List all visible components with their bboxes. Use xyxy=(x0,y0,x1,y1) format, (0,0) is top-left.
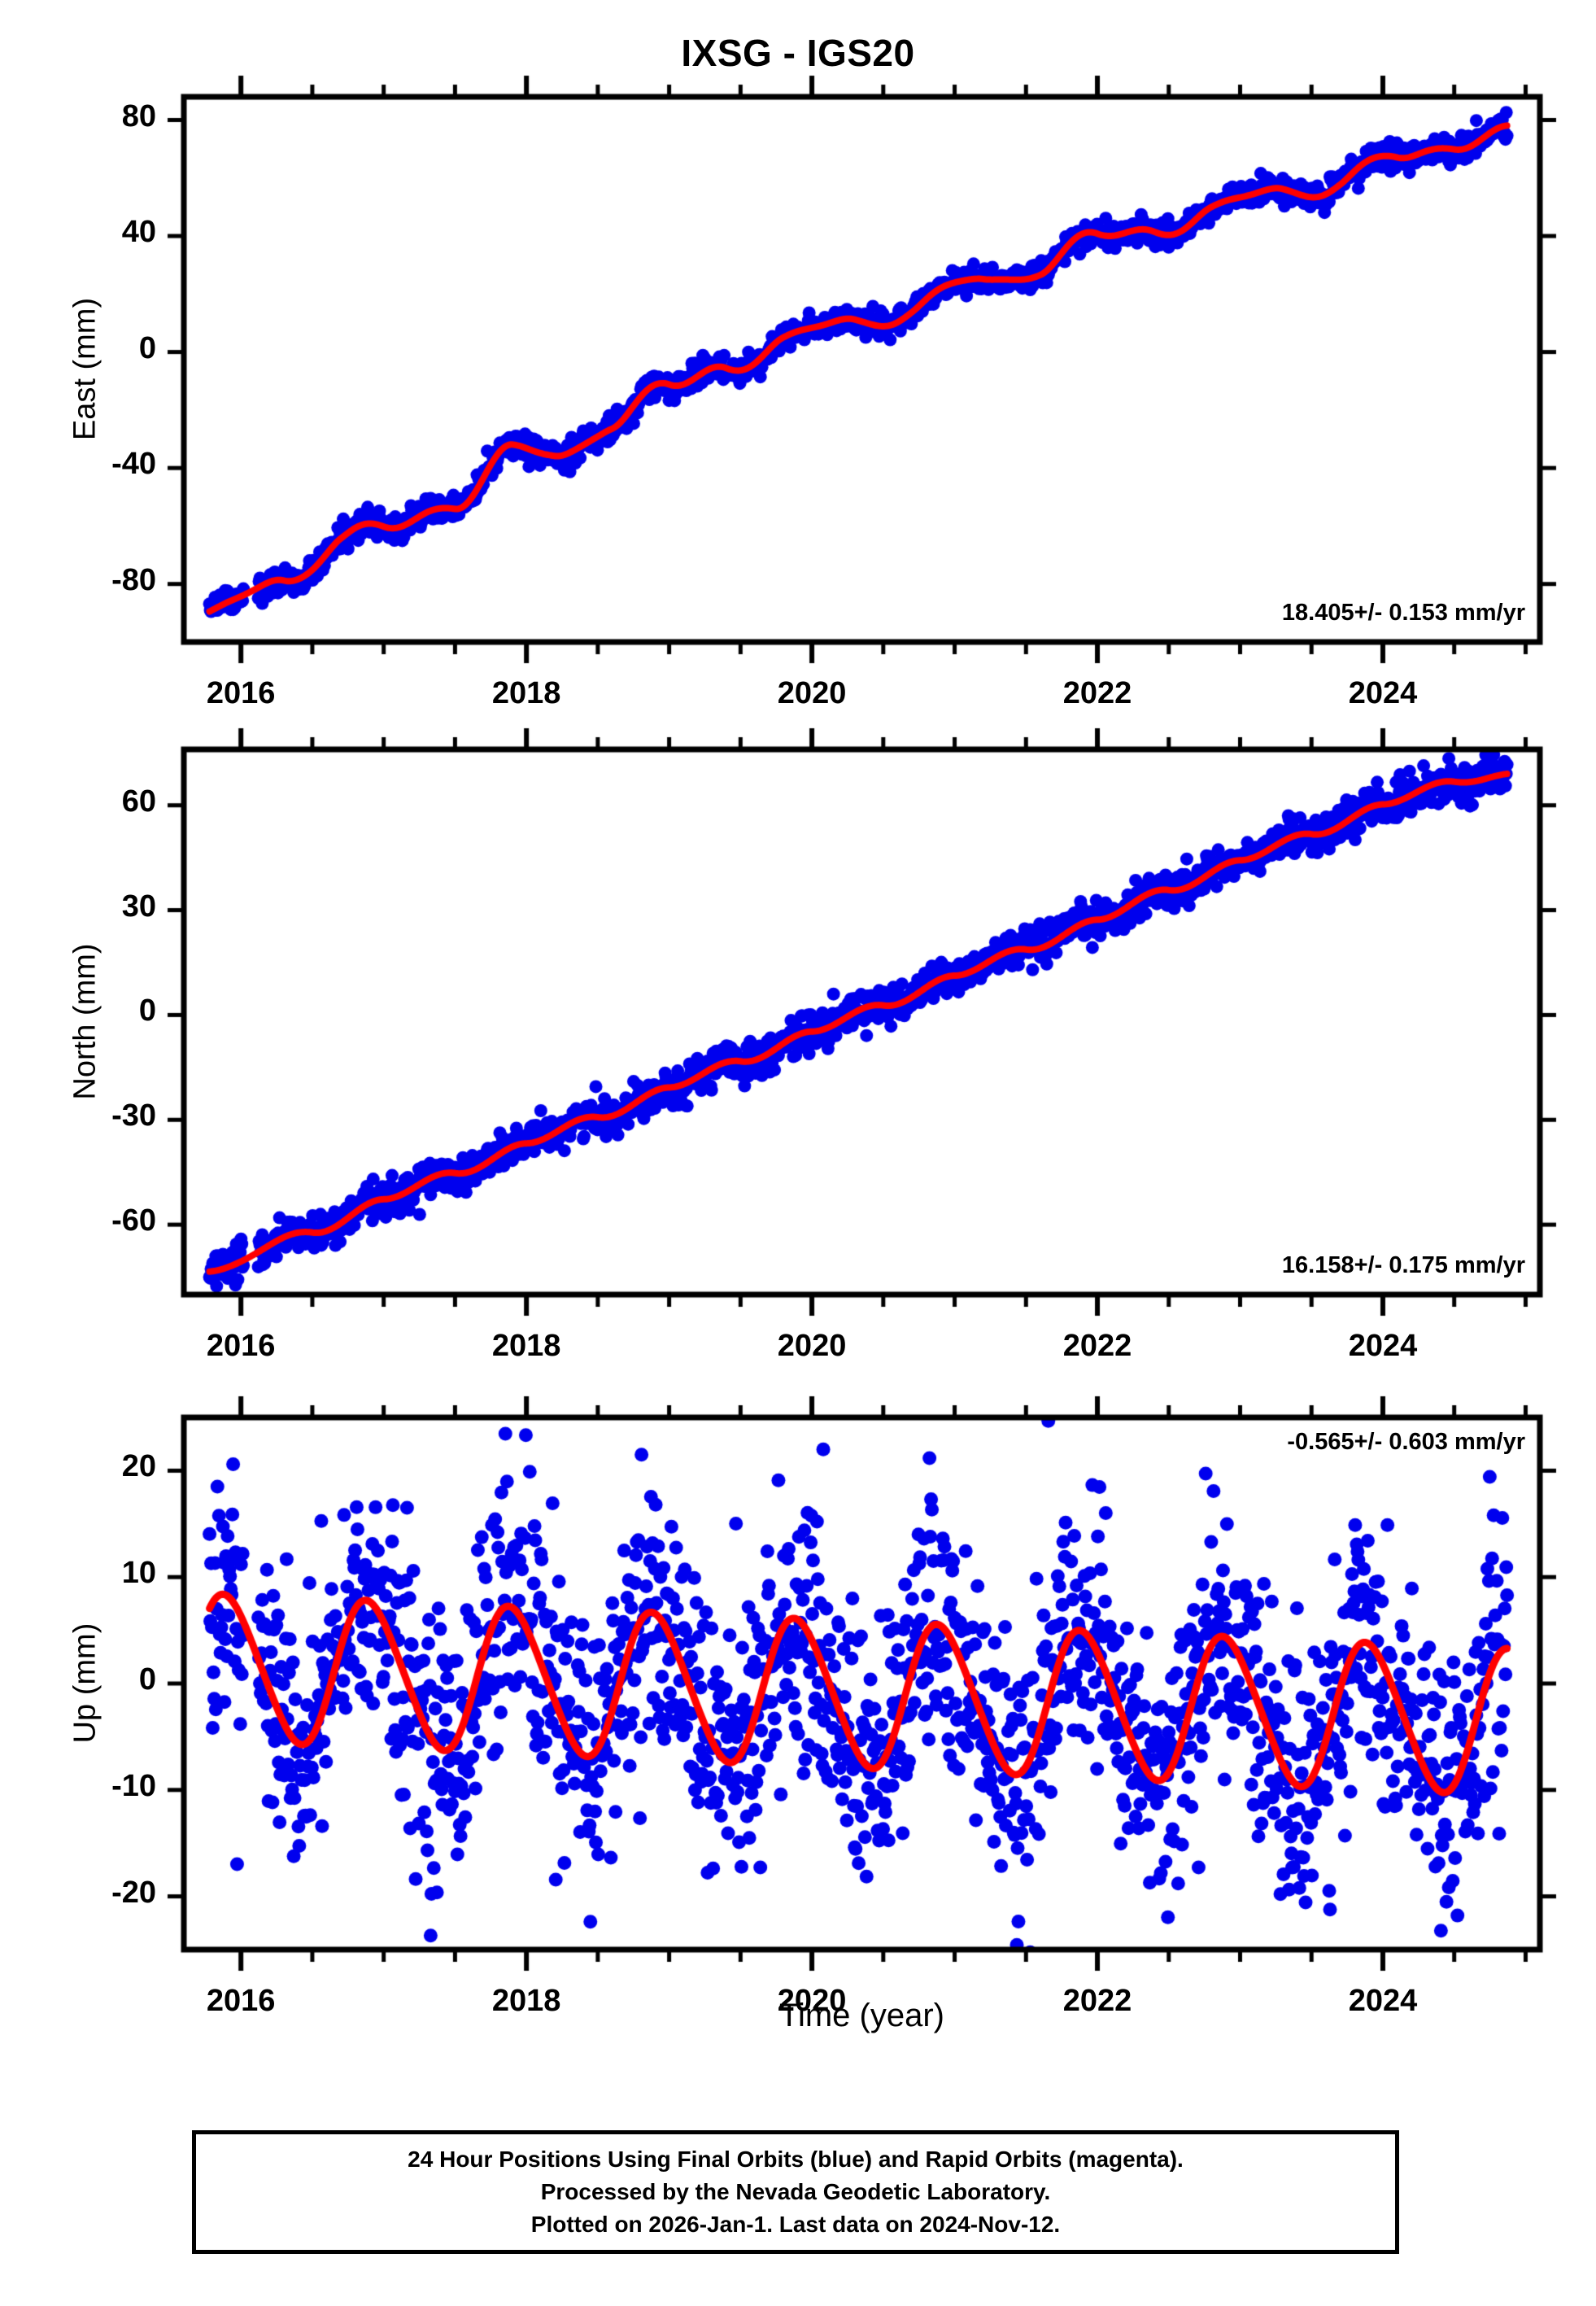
north-axis-label: North (mm) xyxy=(68,943,102,1100)
north-rate-annotation: 16.158+/- 0.175 mm/yr xyxy=(1281,1252,1525,1278)
y-tick-label: -80 xyxy=(111,562,156,597)
x-tick-label: 2020 xyxy=(777,1984,847,2018)
x-tick-label: 2018 xyxy=(491,1984,561,2018)
y-tick-label: 80 xyxy=(121,98,156,133)
y-tick-label: 0 xyxy=(138,1662,156,1697)
x-tick-label: 2016 xyxy=(206,676,276,710)
east-rate-annotation: 18.405+/- 0.153 mm/yr xyxy=(1281,600,1525,626)
x-tick-label: 2016 xyxy=(206,1984,276,2018)
caption-line-2: Processed by the Nevada Geodetic Laborat… xyxy=(540,2179,1051,2205)
x-tick-label: 2016 xyxy=(206,1329,276,1363)
y-tick-label: 10 xyxy=(121,1556,156,1591)
x-tick-label: 2020 xyxy=(777,676,847,710)
up-rate-annotation: -0.565+/- 0.603 mm/yr xyxy=(1287,1429,1525,1455)
caption-line-1: 24 Hour Positions Using Final Orbits (bl… xyxy=(408,2147,1184,2173)
y-tick-label: 0 xyxy=(138,330,156,365)
y-tick-label: -30 xyxy=(111,1098,156,1133)
y-tick-label: -60 xyxy=(111,1203,156,1238)
up-axis-label: Up (mm) xyxy=(68,1622,102,1744)
y-tick-label: 60 xyxy=(121,784,156,819)
y-tick-label: 20 xyxy=(121,1449,156,1484)
y-tick-label: -20 xyxy=(111,1875,156,1910)
x-tick-label: 2018 xyxy=(491,676,561,710)
x-tick-label: 2024 xyxy=(1348,1984,1418,2018)
y-tick-label: 30 xyxy=(121,889,156,924)
y-tick-label: -10 xyxy=(111,1768,156,1803)
x-tick-label: 2020 xyxy=(777,1329,847,1363)
caption-line-3: Plotted on 2026-Jan-1. Last data on 2024… xyxy=(530,2211,1061,2237)
x-tick-label: 2018 xyxy=(491,1329,561,1363)
x-tick-label: 2022 xyxy=(1062,676,1132,710)
y-tick-label: 40 xyxy=(121,215,156,250)
y-tick-label: 0 xyxy=(138,994,156,1029)
x-tick-label: 2024 xyxy=(1348,1329,1418,1363)
x-tick-label: 2022 xyxy=(1062,1984,1132,2018)
page-title: IXSG - IGS20 xyxy=(681,32,915,74)
east-axis-label: East (mm) xyxy=(68,297,102,441)
x-axis-label: Time (year) xyxy=(779,1998,944,2033)
x-tick-label: 2024 xyxy=(1348,676,1418,710)
x-tick-label: 2022 xyxy=(1062,1329,1132,1363)
y-tick-label: -40 xyxy=(111,447,156,482)
caption-box: 24 Hour Positions Using Final Orbits (bl… xyxy=(192,2130,1399,2254)
